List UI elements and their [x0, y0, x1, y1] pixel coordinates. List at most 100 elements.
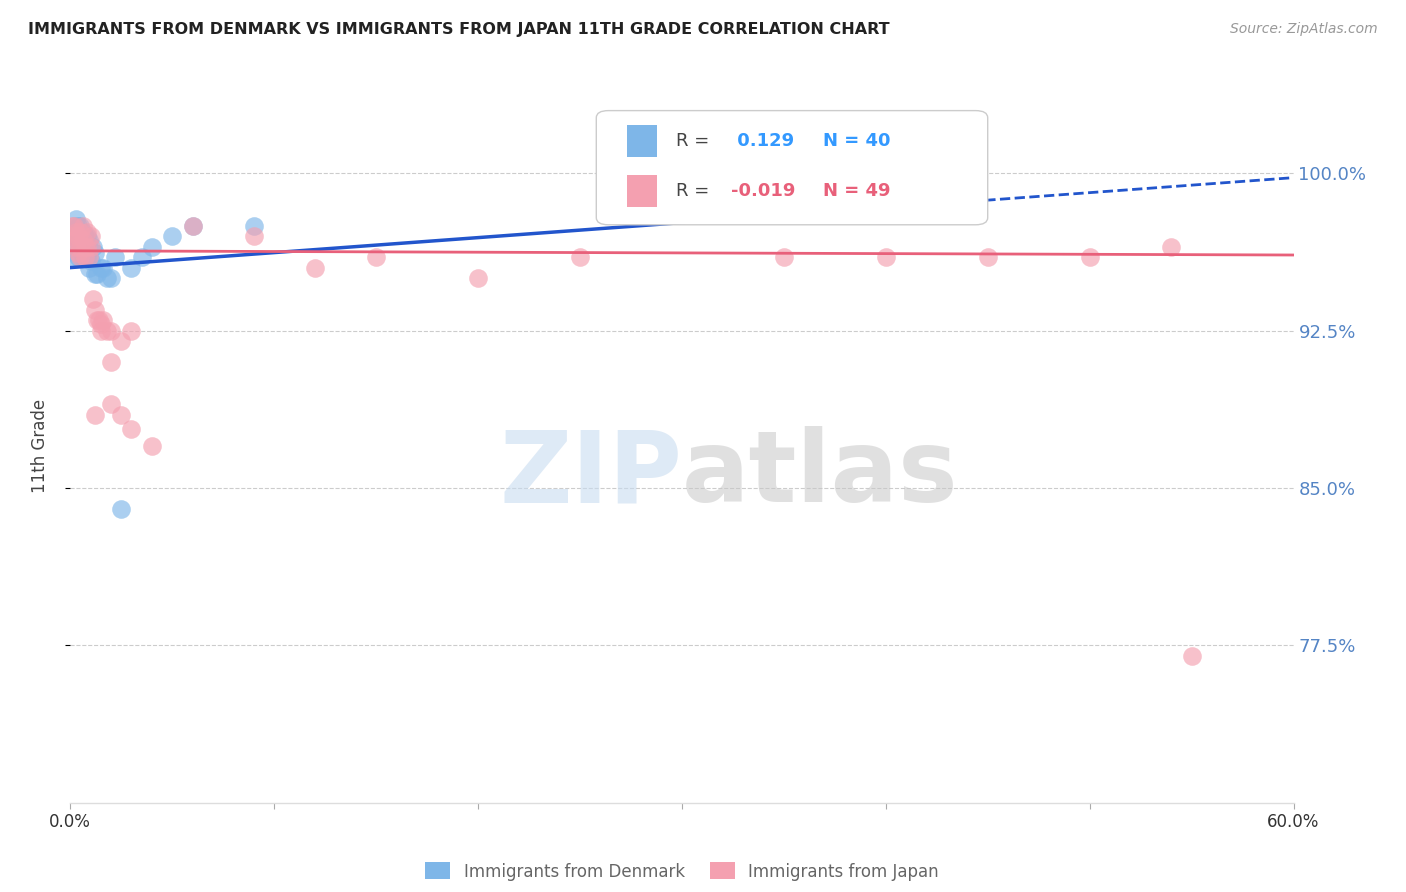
Point: [243, 219, 266, 233]
Point: [110, 502, 132, 516]
Point: [181, 219, 204, 233]
Point: [76, 229, 98, 244]
Point: [73, 239, 96, 253]
Text: R =: R =: [676, 182, 714, 200]
Point: [67, 233, 90, 247]
Point: [104, 250, 127, 264]
FancyBboxPatch shape: [627, 175, 658, 207]
Point: [77, 250, 100, 264]
Point: [67, 246, 90, 260]
Text: atlas: atlas: [682, 426, 959, 523]
Point: [100, 271, 122, 285]
Point: [121, 324, 143, 338]
Point: [79, 229, 103, 244]
Text: N = 40: N = 40: [823, 132, 890, 150]
Point: [67, 250, 90, 264]
Text: Source: ZipAtlas.com: Source: ZipAtlas.com: [1230, 22, 1378, 37]
Point: [1160, 239, 1182, 253]
Point: [121, 260, 143, 275]
Text: 0.129: 0.129: [731, 132, 794, 150]
FancyBboxPatch shape: [596, 111, 988, 225]
Text: -0.019: -0.019: [731, 182, 796, 200]
Text: ZIP: ZIP: [499, 426, 682, 523]
Point: [366, 250, 388, 264]
Point: [77, 260, 100, 275]
Point: [121, 422, 143, 436]
Point: [69, 239, 91, 253]
Point: [79, 239, 103, 253]
Point: [63, 225, 86, 239]
Point: [72, 219, 94, 233]
Point: [65, 229, 87, 244]
Point: [162, 229, 183, 244]
Point: [79, 254, 103, 268]
Point: [141, 239, 163, 253]
Point: [96, 271, 118, 285]
Point: [60, 219, 83, 233]
FancyBboxPatch shape: [627, 125, 658, 157]
Point: [100, 355, 122, 369]
Point: [86, 267, 108, 281]
Point: [69, 239, 91, 253]
Point: [76, 239, 98, 253]
Point: [67, 229, 90, 244]
Point: [60, 250, 83, 264]
Point: [65, 239, 87, 253]
Point: [76, 250, 98, 264]
Y-axis label: 11th Grade: 11th Grade: [31, 399, 49, 493]
Point: [569, 250, 592, 264]
Point: [90, 318, 112, 332]
Point: [96, 324, 118, 338]
Point: [91, 260, 114, 275]
Point: [875, 250, 897, 264]
Point: [83, 246, 105, 260]
Point: [60, 229, 83, 244]
Point: [131, 250, 153, 264]
Point: [773, 250, 796, 264]
Point: [83, 267, 105, 281]
Point: [69, 219, 91, 233]
Point: [87, 313, 110, 327]
Point: [100, 324, 122, 338]
Point: [77, 233, 100, 247]
Point: [467, 271, 489, 285]
Point: [90, 324, 112, 338]
Point: [63, 219, 86, 233]
Point: [72, 225, 94, 239]
Point: [100, 397, 122, 411]
Point: [73, 250, 96, 264]
Point: [1181, 648, 1204, 663]
Point: [63, 233, 86, 247]
Point: [82, 292, 104, 306]
Point: [141, 439, 163, 453]
Point: [110, 334, 132, 348]
Point: [69, 225, 91, 239]
Point: [67, 219, 90, 233]
Point: [82, 239, 104, 253]
Point: [76, 225, 98, 239]
Point: [63, 219, 86, 233]
Point: [90, 260, 112, 275]
Point: [73, 229, 96, 244]
Point: [72, 250, 94, 264]
Point: [304, 260, 326, 275]
Point: [243, 229, 266, 244]
Point: [60, 229, 83, 244]
Point: [72, 233, 94, 247]
Point: [69, 250, 91, 264]
Point: [65, 239, 87, 253]
Point: [69, 229, 91, 244]
Text: N = 49: N = 49: [823, 182, 890, 200]
Point: [91, 313, 114, 327]
Text: R =: R =: [676, 132, 714, 150]
Point: [65, 212, 87, 227]
Legend: Immigrants from Denmark, Immigrants from Japan: Immigrants from Denmark, Immigrants from…: [419, 855, 945, 888]
Point: [73, 239, 96, 253]
Point: [65, 225, 87, 239]
Point: [977, 250, 1000, 264]
Point: [110, 408, 132, 422]
Point: [83, 302, 105, 317]
Point: [72, 233, 94, 247]
Point: [83, 408, 105, 422]
Point: [181, 219, 204, 233]
